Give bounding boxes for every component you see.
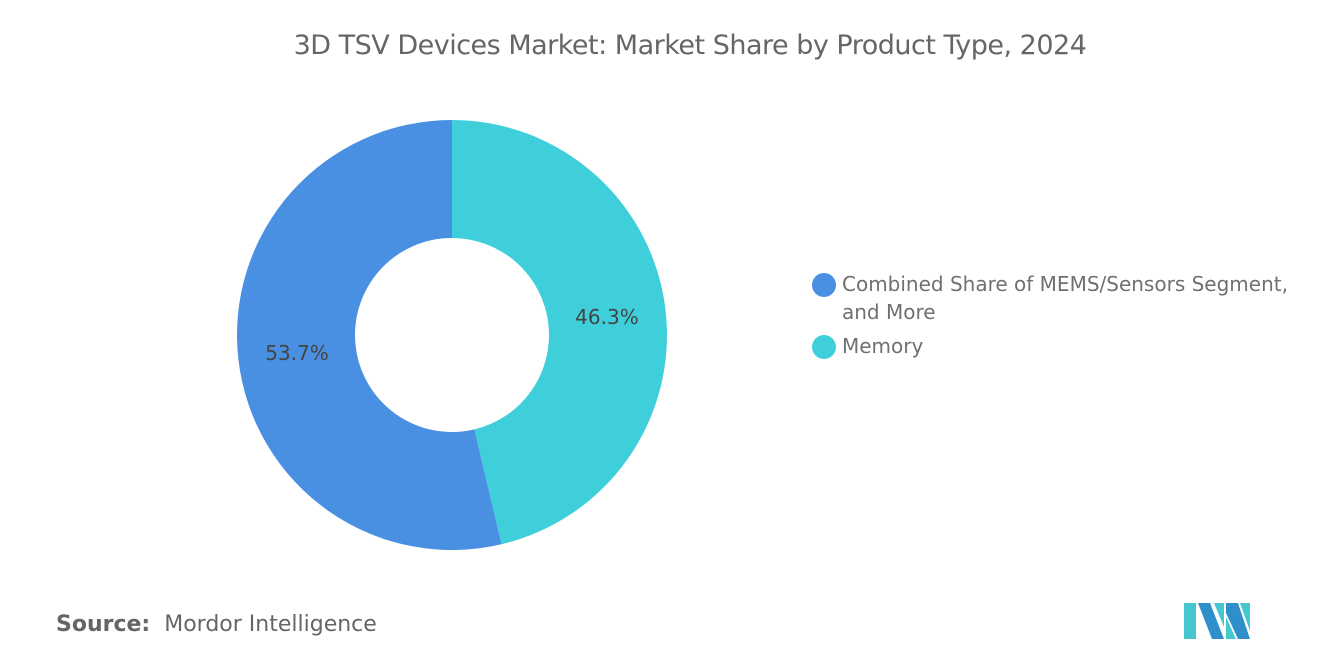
source-note: Source: Mordor Intelligence (56, 612, 377, 637)
legend-label: Combined Share of MEMS/Sensors Segment, … (842, 272, 1288, 324)
legend-swatch-memory (812, 335, 836, 359)
legend-item-memory[interactable]: Memory (812, 332, 1312, 360)
mordor-logo (1184, 603, 1250, 639)
slice-combined-share-of-mems-sensors-segment-and-more[interactable] (237, 120, 502, 550)
legend-item-mems[interactable]: Combined Share of MEMS/Sensors Segment, … (812, 270, 1312, 326)
legend-label: Memory (842, 334, 924, 358)
source-label: Source: (56, 612, 151, 637)
legend-swatch-mems (812, 273, 836, 297)
donut-chart: 46.3% 53.7% (237, 120, 667, 550)
chart-title: 3D TSV Devices Market: Market Share by P… (293, 30, 1087, 61)
data-label: 53.7% (265, 341, 329, 365)
data-label: 46.3% (575, 305, 639, 329)
legend: Combined Share of MEMS/Sensors Segment, … (812, 270, 1312, 366)
slice-memory[interactable] (452, 120, 667, 545)
source-value: Mordor Intelligence (164, 612, 377, 637)
